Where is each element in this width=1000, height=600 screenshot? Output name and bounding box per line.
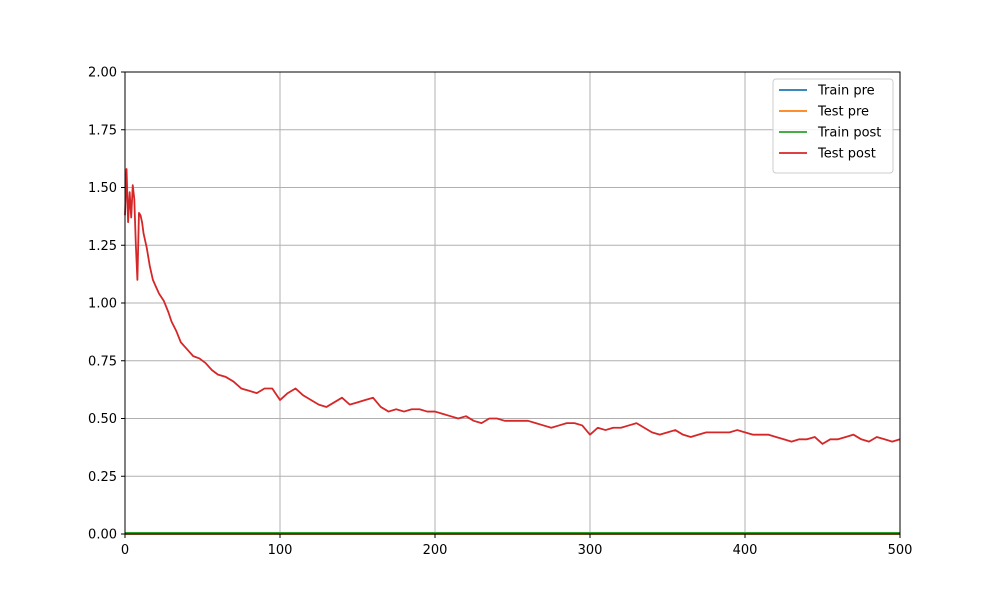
legend-box [772,78,894,174]
y-tick-label: 2.00 [88,66,117,81]
legend-label-test-post: Test post [817,147,876,162]
x-tick-label: 400 [733,543,758,558]
y-tick-label: 0.75 [88,354,117,369]
x-tick-label: 0 [121,543,129,558]
y-tick-label: 1.00 [88,297,117,312]
legend-label-test-pre: Test pre [817,105,869,120]
legend-label-train-pre: Train pre [817,84,875,99]
y-tick-label: 1.75 [88,123,117,138]
y-tick-label: 0.25 [88,470,117,485]
y-tick-label: 0.00 [88,528,117,543]
legend: Train pre Test pre Train post Test post [772,78,894,174]
legend-label-train-post: Train post [817,126,881,141]
x-tick-label: 200 [423,543,448,558]
x-tick-label: 300 [578,543,603,558]
x-axis: 0 100 200 300 400 500 [121,534,913,558]
y-axis: 0.00 0.25 0.50 0.75 1.00 1.25 1.50 1.75 2.00 [88,66,125,543]
y-tick-label: 1.50 [88,181,117,196]
x-tick-label: 500 [888,543,913,558]
y-tick-label: 1.25 [88,239,117,254]
series-line-test-post [124,168,901,445]
x-tick-label: 100 [268,543,293,558]
y-tick-label: 0.50 [88,412,117,427]
